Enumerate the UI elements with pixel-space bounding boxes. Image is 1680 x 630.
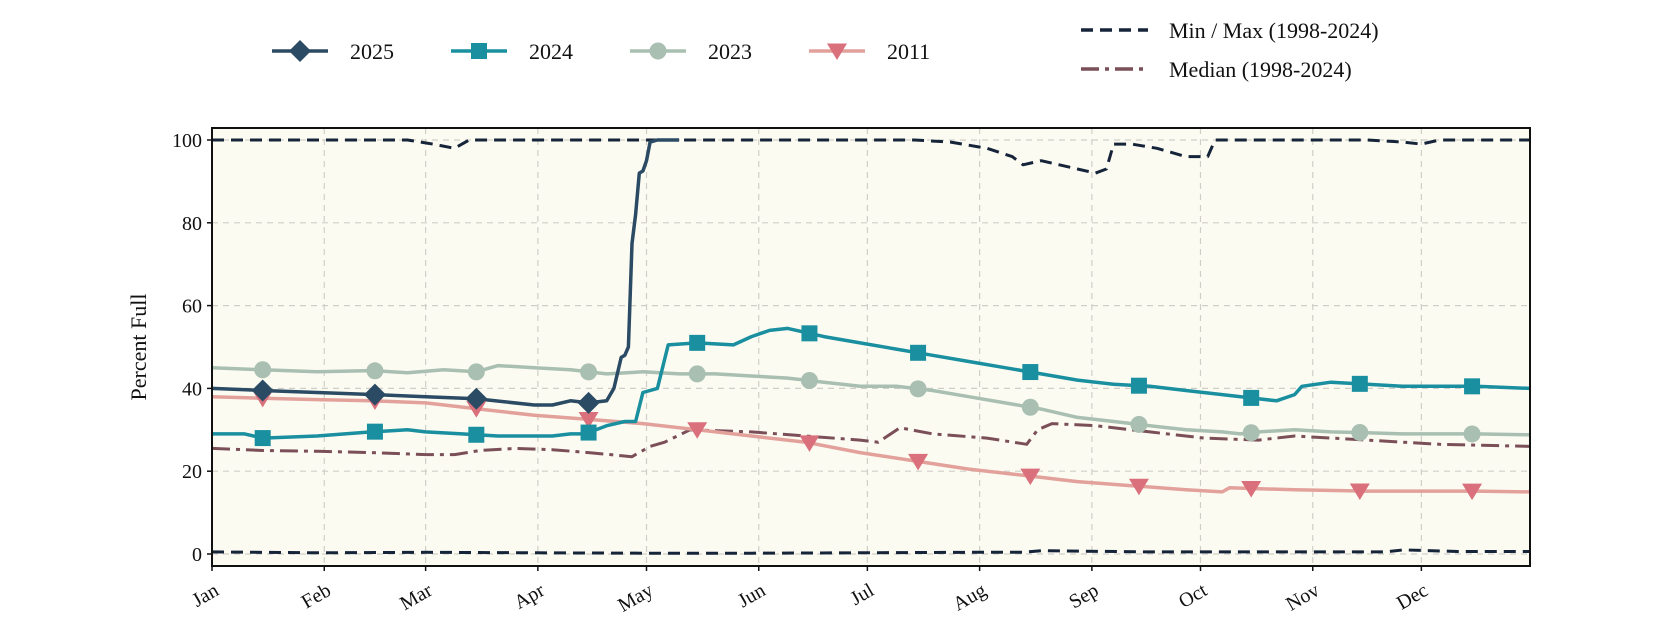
marker-2025 [465, 387, 488, 410]
series-line-2011 [211, 394, 1531, 494]
legend-label: 2025 [350, 39, 394, 64]
marker-2025 [577, 391, 600, 414]
marker-2024 [468, 426, 485, 443]
legend-item-median-1998-2024-: Median (1998-2024) [1081, 57, 1352, 82]
x-tick-label: Nov [1282, 579, 1323, 615]
marker-2024 [689, 334, 706, 351]
marker-2025 [251, 379, 274, 402]
series-line-min-max-1998-2024--min [211, 548, 1530, 555]
marker-2011 [1349, 483, 1370, 500]
marker-2023 [1242, 424, 1260, 442]
marker-2011 [1020, 468, 1041, 486]
marker-2023 [254, 361, 272, 379]
series-line-median-1998-2024- [211, 422, 1531, 459]
marker-2023 [1463, 425, 1481, 443]
legend-item-2025: 2025 [272, 39, 394, 64]
marker-2011 [1241, 480, 1262, 498]
series-markers [251, 325, 1483, 501]
marker-2024 [801, 325, 818, 342]
legend-item-min-max-1998-2024-: Min / Max (1998-2024) [1081, 18, 1379, 43]
marker-2024 [254, 430, 271, 447]
series-line-min-max-1998-2024--max [212, 138, 1530, 175]
marker-2023 [467, 363, 485, 381]
x-tick-label: Dec [1393, 579, 1432, 614]
y-tick-label: 40 [182, 378, 202, 400]
legend-swatch-marker [471, 43, 487, 59]
x-tick-label: Feb [298, 579, 335, 613]
x-tick-label: Jul [847, 579, 879, 610]
marker-2023 [909, 380, 927, 398]
marker-2024 [1243, 389, 1260, 406]
marker-2023 [800, 372, 818, 390]
y-tick-label: 20 [182, 461, 202, 483]
marker-2023 [688, 365, 706, 383]
legend-label: Median (1998-2024) [1169, 57, 1352, 82]
marker-2011 [1128, 478, 1149, 496]
marker-2023 [1351, 424, 1369, 442]
y-axis-ticks: 0 20 40 60 80 100 [172, 130, 212, 566]
legend-swatch-marker [827, 43, 847, 60]
marker-2024 [1464, 378, 1481, 395]
legend: 2025 2024 2023 2011 Min / Max (1998-2024) Med… [272, 18, 1379, 82]
marker-2011 [908, 453, 929, 471]
marker-2011 [799, 435, 820, 452]
legend-item-2024: 2024 [451, 39, 573, 64]
legend-label: Min / Max (1998-2024) [1169, 18, 1379, 43]
legend-swatch-marker [649, 42, 667, 60]
plot-background [212, 128, 1530, 566]
y-tick-label: 80 [182, 213, 202, 235]
y-tick-label: 60 [182, 296, 202, 318]
x-tick-label: Aug [949, 579, 990, 615]
legend-item-2023: 2023 [630, 39, 752, 64]
marker-2024 [1022, 364, 1039, 381]
marker-2011 [578, 411, 599, 429]
marker-2024 [1130, 377, 1147, 394]
plot-frame [211, 127, 1531, 567]
series-line-2025 [211, 138, 680, 407]
x-tick-label: Oct [1175, 579, 1211, 613]
x-tick-label: Sep [1065, 579, 1102, 613]
legend-label: 2023 [708, 39, 752, 64]
series-lines [211, 138, 1531, 555]
legend-label: 2024 [529, 39, 573, 64]
marker-2011 [1462, 483, 1483, 501]
grid [211, 128, 1530, 566]
legend-item-2011: 2011 [809, 39, 930, 64]
marker-2023 [1021, 398, 1039, 416]
legend-swatch-marker [289, 40, 311, 62]
marker-2025 [363, 383, 386, 406]
x-axis-ticks: Jan Feb Mar Apr May Jun Jul Aug Sep Oct Nov Dec [188, 566, 1432, 617]
marker-2024 [366, 423, 383, 440]
x-tick-label: Jun [734, 579, 769, 612]
y-tick-label: 100 [172, 130, 202, 152]
x-tick-label: Mar [396, 579, 436, 615]
x-tick-label: Apr [510, 579, 548, 614]
x-tick-label: May [614, 579, 657, 616]
marker-2011 [687, 422, 708, 439]
marker-2023 [366, 362, 384, 380]
y-tick-label: 0 [192, 544, 202, 566]
x-tick-label: Jan [188, 579, 222, 611]
marker-2024 [1351, 375, 1368, 392]
marker-2024 [580, 424, 597, 441]
legend-label: 2011 [887, 39, 930, 64]
y-axis-label: Percent Full [126, 294, 151, 401]
marker-2023 [580, 363, 598, 381]
marker-2023 [1130, 415, 1148, 433]
marker-2024 [910, 344, 927, 361]
